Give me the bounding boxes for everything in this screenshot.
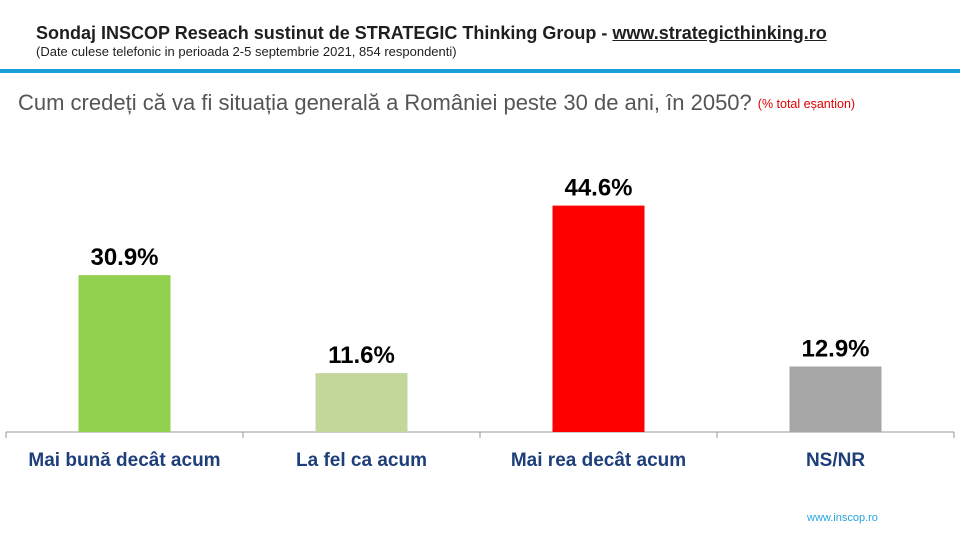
header-title: Sondaj INSCOP Reseach sustinut de STRATE… xyxy=(36,23,827,44)
strategic-thinking-link[interactable]: www.strategicthinking.ro xyxy=(612,23,827,43)
x-tick-label: Mai bună decât acum xyxy=(28,450,220,471)
x-tick-label: La fel ca acum xyxy=(296,450,427,471)
bar xyxy=(789,366,882,432)
question-text: Cum credeți că va fi situația generală a… xyxy=(18,90,752,115)
question-note: (% total eșantion) xyxy=(757,97,856,111)
data-label: 44.6% xyxy=(564,175,632,202)
bar-chart: 30.9% Mai bună decât acum 11.6% La fel ca a… xyxy=(5,175,955,471)
inscop-link[interactable]: www.inscop.ro xyxy=(807,512,878,524)
bar xyxy=(552,205,645,432)
header-subtitle: (Date culese telefonic in perioada 2-5 s… xyxy=(36,44,457,59)
data-label: 30.9% xyxy=(90,244,158,271)
x-tick-label: NS/NR xyxy=(806,450,865,471)
data-label: 11.6% xyxy=(328,342,395,369)
data-label: 12.9% xyxy=(801,336,869,363)
header-title-text: Sondaj INSCOP Reseach sustinut de STRATE… xyxy=(36,23,613,43)
bar xyxy=(315,373,408,432)
header-divider xyxy=(0,69,960,73)
survey-question: Cum credeți că va fi situația generală a… xyxy=(18,90,855,116)
bar xyxy=(78,275,171,432)
x-tick-label: Mai rea decât acum xyxy=(511,450,686,471)
